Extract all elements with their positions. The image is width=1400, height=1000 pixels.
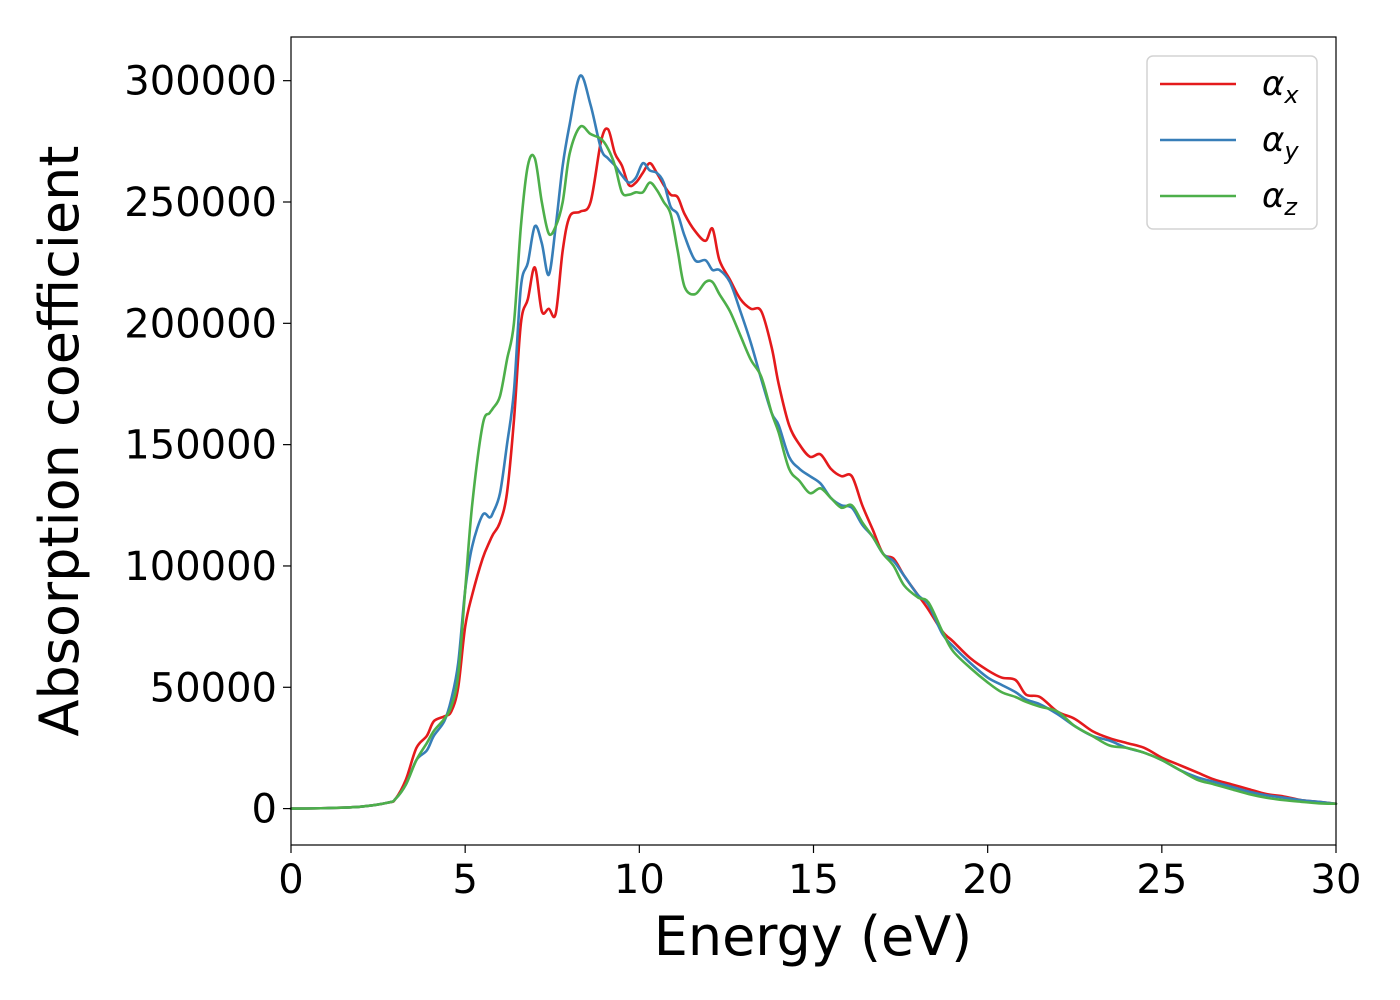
y-tick-label: 250000: [124, 180, 277, 226]
x-tick-label: 30: [1311, 857, 1362, 903]
y-tick-label: 50000: [150, 665, 277, 711]
x-axis-label: Energy (eV): [654, 905, 973, 968]
y-tick-label: 100000: [124, 544, 277, 590]
y-axis-ticks: 0 50000 100000 150000 200000 250000 300000: [124, 59, 291, 833]
y-axis-label: Absorption coefficient: [28, 146, 91, 737]
x-tick-label: 10: [614, 857, 665, 903]
x-tick-label: 25: [1136, 857, 1187, 903]
legend-subscript: x: [1283, 81, 1299, 109]
y-tick-label: 300000: [124, 59, 277, 105]
x-tick-label: 0: [278, 857, 303, 903]
legend-label-z: αz: [1262, 176, 1298, 221]
x-tick-label: 15: [788, 857, 839, 903]
series-line-x: [289, 127, 1338, 810]
y-tick-label: 150000: [124, 423, 277, 469]
legend-subscript: z: [1283, 193, 1298, 221]
x-axis-ticks: 0 5 10 15 20 25 30: [278, 845, 1361, 903]
series-line-z: [289, 124, 1338, 810]
y-tick-label: 200000: [124, 301, 277, 347]
x-tick-label: 5: [452, 857, 477, 903]
y-tick-label: 0: [252, 787, 277, 833]
x-tick-label: 20: [962, 857, 1013, 903]
legend-subscript: y: [1283, 137, 1299, 165]
legend-box: [1146, 55, 1318, 230]
plot-lines: [289, 74, 1338, 810]
